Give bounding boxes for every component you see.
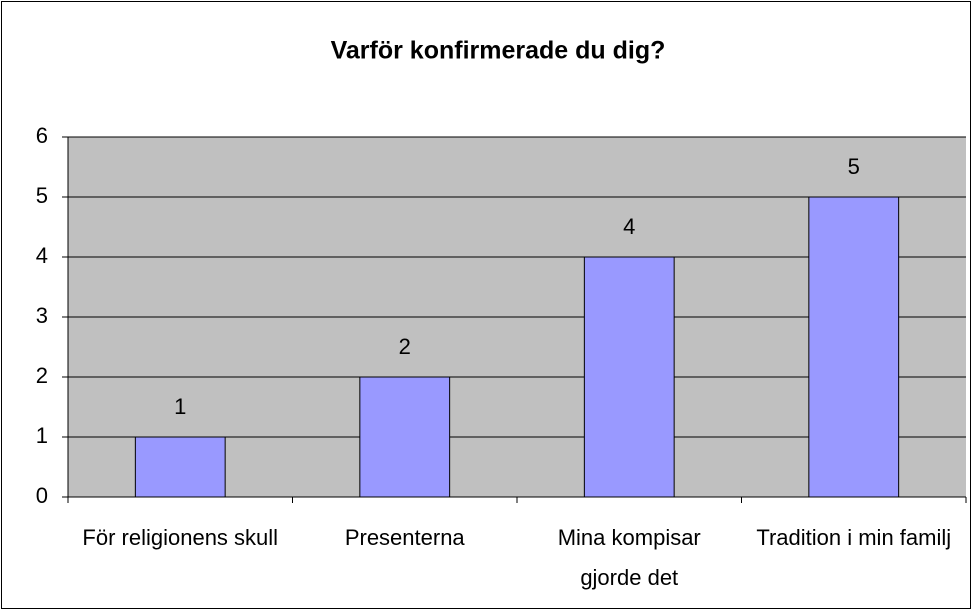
chart-title: Varför konfirmerade du dig? <box>331 37 666 65</box>
bar <box>359 376 451 498</box>
y-tick-label: 5 <box>36 183 48 208</box>
bar <box>808 196 900 498</box>
x-tick-label: Presenterna <box>344 525 465 550</box>
y-tick-label: 0 <box>36 483 48 508</box>
x-tick-label: Mina kompisar gjorde det <box>557 525 701 590</box>
y-tick-label: 4 <box>36 243 48 268</box>
x-tick-label: Tradition i min familj <box>756 525 952 550</box>
bar <box>134 436 226 498</box>
y-tick-label: 1 <box>36 423 48 448</box>
data-label: 2 <box>399 334 411 359</box>
data-label: 1 <box>174 394 186 419</box>
bar <box>583 256 675 498</box>
x-tick-label: För religionens skull <box>82 525 279 550</box>
y-tick-label: 6 <box>36 123 48 148</box>
data-label: 4 <box>623 214 635 239</box>
y-tick-label: 3 <box>36 303 48 328</box>
y-tick-label: 2 <box>36 363 48 388</box>
data-label: 5 <box>848 154 860 179</box>
